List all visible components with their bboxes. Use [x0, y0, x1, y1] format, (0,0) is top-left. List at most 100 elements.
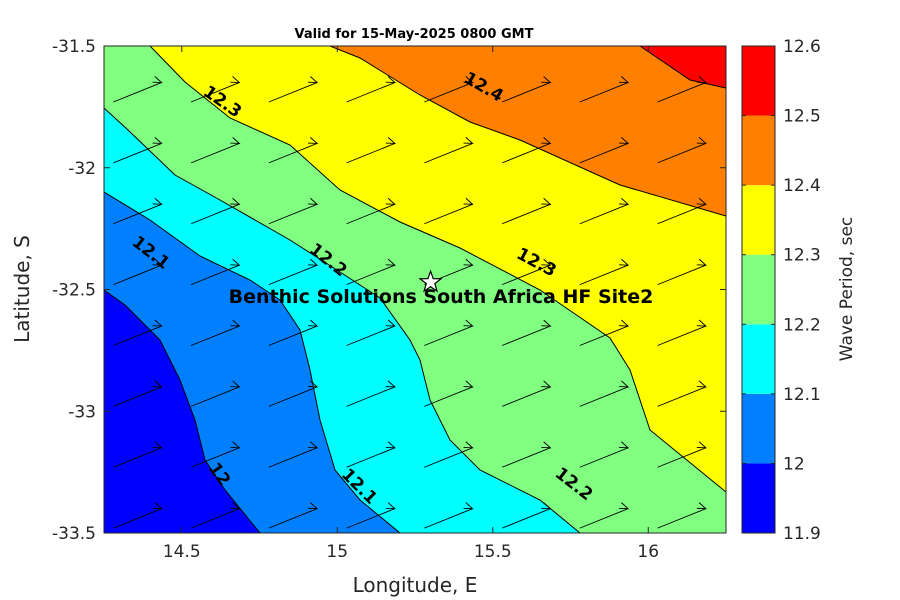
y-tick-label: -32 [68, 159, 96, 179]
contour-line-12.0 [104, 289, 261, 533]
wave-vector-arrow [424, 137, 474, 164]
wave-vector-arrow [424, 197, 474, 225]
colorbar-tick-label: 12.4 [783, 176, 821, 196]
wave-vector-arrow [113, 137, 163, 164]
y-tick-label: -33 [68, 402, 96, 422]
colorbar-segment [742, 254, 775, 325]
colorbar-tick-label: 12.2 [783, 315, 821, 335]
colorbar-tick-label: 11.9 [783, 524, 821, 544]
wave-vector-arrow [346, 441, 397, 468]
colorbar-label: Wave Period, sec [837, 217, 857, 362]
colorbar-tick-label: 12 [783, 454, 805, 474]
chart-title: Valid for 15-May-2025 0800 GMT [295, 27, 534, 42]
colorbar-tick-label: 12.6 [783, 37, 821, 57]
wave-vector-arrow [579, 380, 630, 407]
contour-line-12.1 [104, 191, 401, 533]
wave-vector-arrow [268, 441, 319, 468]
colorbar-frame [741, 45, 776, 534]
colorbar-segment [742, 185, 775, 255]
x-tick-label: 15 [326, 542, 348, 562]
wave-vector-arrow [501, 258, 552, 286]
y-axis-ticks: -31.5 -32 -32.5 -33 -33.5 [52, 37, 726, 544]
wave-vector-arrow [346, 197, 397, 225]
x-axis-ticks: 14.5 15 15.5 16 [163, 46, 659, 562]
band-11.9-12.0 [104, 290, 260, 533]
x-axis-label: Longitude, E [353, 573, 478, 597]
contour-line-12.2 [104, 107, 581, 533]
wave-vector-arrow [424, 502, 474, 529]
site-label: Benthic Solutions South Africa HF Site2 [229, 286, 654, 308]
wave-vector-arrow [657, 441, 708, 468]
wave-vector-arrow [657, 258, 708, 286]
wave-vector-arrow [579, 137, 630, 164]
colorbar-segment [742, 46, 775, 116]
wave-vector-arrow [346, 319, 397, 346]
x-tick-label: 16 [637, 542, 659, 562]
wave-vector-arrow [346, 258, 397, 286]
y-tick-label: -32.5 [52, 281, 96, 301]
y-tick-label: -31.5 [52, 37, 96, 57]
wave-vector-arrow [268, 502, 319, 529]
wave-vector-arrow [657, 502, 708, 529]
colorbar-segment [742, 463, 775, 533]
wave-vector-arrow [424, 380, 474, 407]
y-axis-label: Latitude, S [10, 235, 34, 343]
wave-vector-arrow [190, 441, 241, 468]
wave-vector-arrow [268, 319, 319, 346]
wave-vector-arrow [268, 197, 319, 225]
contour-line-12.5 [639, 46, 726, 89]
wave-vector-arrow [346, 380, 397, 407]
wave-vector-arrow [268, 258, 319, 286]
wave-vector-arrow [190, 76, 241, 103]
wave-vector-arrow [190, 502, 241, 529]
wave-vector-arrow [113, 258, 163, 286]
contour-lines [104, 46, 726, 533]
wave-vector-arrow [657, 319, 708, 346]
wave-vector-arrow [190, 380, 241, 407]
wave-vector-arrow [579, 441, 630, 468]
wave-vector-arrow [268, 137, 319, 164]
site-star-icon [418, 269, 443, 293]
wave-vector-arrow [579, 258, 630, 286]
wave-vector-arrow [579, 197, 630, 225]
wave-vector-arrow [501, 502, 552, 529]
colorbar-tick-label: 12.5 [783, 107, 821, 127]
wave-vector-arrow [346, 76, 397, 103]
wave-vector-arrow [424, 441, 474, 468]
wave-vector-arrow [113, 441, 163, 468]
wave-vector-arrow [113, 380, 163, 407]
wave-vector-arrow [501, 319, 552, 346]
wave-vector-arrow [657, 76, 708, 103]
colorbar-tick-label: 12.3 [783, 246, 821, 266]
wave-vector-arrow [424, 76, 474, 103]
wave-vector-arrow [657, 197, 708, 225]
colorbar-segment [742, 393, 775, 464]
wave-vector-arrow [190, 258, 241, 286]
wave-vector-arrow [424, 319, 474, 346]
wave-vector-arrow [113, 502, 163, 529]
y-tick-label: -33.5 [52, 524, 96, 544]
wave-vector-arrow [268, 76, 319, 103]
colorbar-segment [742, 324, 775, 394]
wave-vector-arrow [501, 380, 552, 407]
wave-vector-arrow [113, 319, 163, 346]
wave-direction-vectors [113, 76, 708, 529]
wave-vector-arrow [190, 137, 241, 164]
wave-vector-arrow [346, 502, 397, 529]
contour-line-12.3 [149, 46, 726, 493]
wave-vector-arrow [579, 76, 630, 103]
wave-vector-arrow [501, 137, 552, 164]
wave-vector-arrow [190, 319, 241, 346]
colorbar: 11.9 12 12.1 12.2 12.3 12.4 12.5 12.6 [741, 37, 821, 544]
x-tick-label: 15.5 [474, 542, 512, 562]
wave-vector-arrow [501, 76, 552, 103]
colorbar-tick-label: 12.1 [783, 385, 821, 405]
wave-vector-arrow [657, 137, 708, 164]
contour-line-12.4 [329, 46, 726, 217]
colorbar-segment [742, 115, 775, 186]
wave-vector-arrow [657, 380, 708, 407]
x-tick-label: 14.5 [163, 542, 201, 562]
wave-vector-arrow [190, 197, 241, 225]
